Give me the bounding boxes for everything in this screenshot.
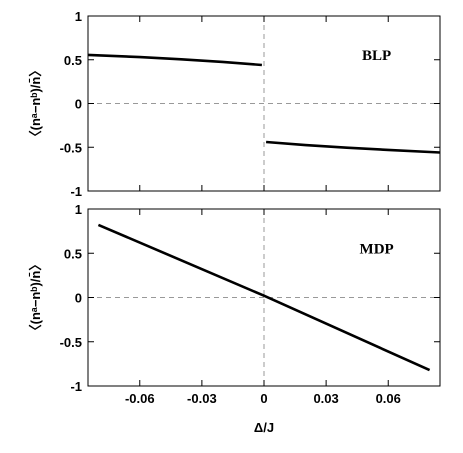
x-tick-label: -0.06	[125, 391, 155, 406]
series-line-0	[87, 53, 263, 67]
y-tick-label: -1	[70, 379, 82, 394]
y-tick-label: 1	[75, 202, 82, 217]
panel-bottom: 1 0.5 0 -0.5 -1 -0.06 -0.03 0 0.03 0.06 〈(nᵃ−nᵇ)/n…	[28, 202, 441, 435]
y-tick-label: -0.5	[60, 140, 82, 155]
y-tick-label: 0.5	[64, 53, 82, 68]
y-tick-label: 0	[75, 291, 82, 306]
y-tick-label: 0	[75, 97, 82, 112]
x-tick-label: 0	[260, 391, 267, 406]
panel-label: MDP	[360, 241, 394, 257]
y-axis-label: 〈(nᵃ−nᵇ)/n̄〉	[28, 64, 43, 144]
series-line-1	[265, 140, 441, 154]
panel-label: BLP	[362, 48, 391, 64]
x-tick-label: 0.03	[313, 391, 338, 406]
x-tick-label: 0.06	[376, 391, 401, 406]
series-line-0	[97, 223, 431, 372]
y-tick-label: -1	[70, 184, 82, 199]
x-tick-label: -0.03	[187, 391, 217, 406]
panel-top: 1 0.5 0 -0.5 -1 〈(nᵃ−nᵇ)/n̄〉 BLP	[28, 9, 441, 199]
y-axis-label: 〈(nᵃ−nᵇ)/n̄〉	[28, 258, 43, 338]
y-tick-label: 0.5	[64, 246, 82, 261]
y-tick-label: 1	[75, 9, 82, 24]
y-tick-label: -0.5	[60, 335, 82, 350]
x-axis-label: Δ/J	[254, 420, 274, 435]
